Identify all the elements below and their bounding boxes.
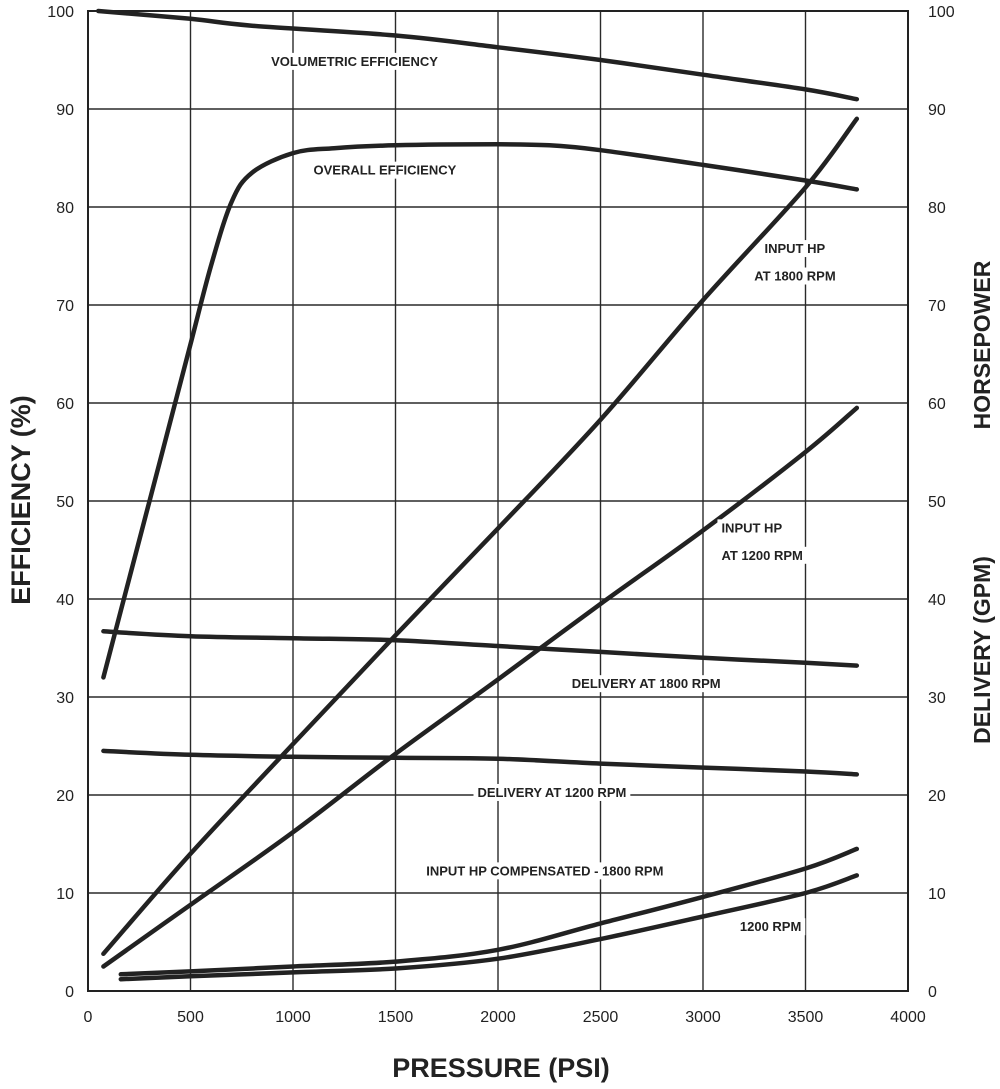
y-tick-label-right: 100	[928, 4, 955, 21]
y-tick-label-right: 30	[928, 690, 946, 707]
y-tick-label-right: 50	[928, 494, 946, 511]
x-tick-label: 2500	[583, 1009, 619, 1026]
series-annotation: AT 1200 RPM	[721, 548, 802, 563]
annotation-background	[760, 240, 830, 258]
annotation-background	[473, 783, 631, 801]
y-tick-label-right: 90	[928, 102, 946, 119]
y-tick-label-left: 90	[56, 102, 74, 119]
series-line-1200-rpm	[118, 873, 860, 982]
x-tick-label: 4000	[890, 1009, 926, 1026]
y-tick-label-left: 40	[56, 592, 74, 609]
y-tick-label-left: 80	[56, 200, 74, 217]
x-tick-label: 1500	[378, 1009, 414, 1026]
x-tick-label: 3000	[685, 1009, 721, 1026]
annotation-background	[309, 161, 461, 179]
series-line-input-hp-at-1200-rpm	[101, 405, 860, 969]
y-tick-label-right: 10	[928, 886, 946, 903]
y-tick-label-right: 60	[928, 396, 946, 413]
series-line-volumetric-efficiency	[96, 8, 860, 102]
y-tick-label-right: 0	[928, 984, 937, 1001]
plot-frame	[87, 10, 909, 992]
annotation-background	[750, 267, 840, 285]
y-tick-label-right: 20	[928, 788, 946, 805]
y-tick-label-left: 50	[56, 494, 74, 511]
series-line-input-hp-compensated-1800-rpm	[118, 846, 860, 977]
y-tick-label-left: 30	[56, 690, 74, 707]
x-axis-title: PRESSURE (PSI)	[392, 1053, 610, 1083]
y-axis-title-left: EFFICIENCY (%)	[6, 395, 36, 605]
series-annotation: INPUT HP	[765, 241, 826, 256]
series-annotation: INPUT HP COMPENSATED - 1800 RPM	[426, 863, 663, 878]
annotation-background	[422, 862, 668, 880]
annotation-background	[717, 546, 807, 564]
y-tick-label-left: 20	[56, 788, 74, 805]
series-annotation: VOLUMETRIC EFFICIENCY	[271, 54, 438, 69]
y-tick-label-left: 0	[65, 984, 74, 1001]
annotation-background	[735, 918, 806, 936]
y-axis-title-right-top: HORSEPOWER	[969, 260, 995, 429]
series-line-delivery-at-1200-rpm	[101, 748, 860, 777]
series-annotation: 1200 RPM	[740, 919, 801, 934]
series-line-input-hp-at-1800-rpm	[101, 116, 860, 957]
y-tick-label-left: 60	[56, 396, 74, 413]
series-annotation: DELIVERY AT 1800 RPM	[572, 676, 721, 691]
annotation-background	[267, 52, 443, 70]
series-annotation: AT 1800 RPM	[754, 269, 835, 284]
series-annotation: DELIVERY AT 1200 RPM	[478, 785, 627, 800]
x-tick-label: 3500	[788, 1009, 824, 1026]
x-tick-label: 2000	[480, 1009, 516, 1026]
y-tick-label-left: 10	[56, 886, 74, 903]
x-tick-label: 0	[84, 1009, 93, 1026]
series-annotation: INPUT HP	[721, 520, 782, 535]
y-tick-label-left: 100	[47, 4, 74, 21]
annotation-background	[717, 519, 787, 537]
x-tick-label: 500	[177, 1009, 204, 1026]
series-line-overall-efficiency	[101, 142, 860, 680]
curve-layer	[96, 8, 860, 982]
y-tick-label-left: 70	[56, 298, 74, 315]
x-tick-label: 1000	[275, 1009, 311, 1026]
y-tick-label-right: 80	[928, 200, 946, 217]
series-annotation: OVERALL EFFICIENCY	[314, 163, 457, 178]
annotation-layer: VOLUMETRIC EFFICIENCY OVERALL EFFICIENCY I…	[267, 52, 840, 936]
annotation-background	[567, 675, 725, 693]
y-axis-title-right-bottom: DELIVERY (GPM)	[969, 556, 995, 744]
grid-layer	[88, 11, 908, 991]
y-tick-label-right: 70	[928, 298, 946, 315]
series-line-delivery-at-1800-rpm	[101, 629, 860, 668]
y-tick-label-right: 40	[928, 592, 946, 609]
